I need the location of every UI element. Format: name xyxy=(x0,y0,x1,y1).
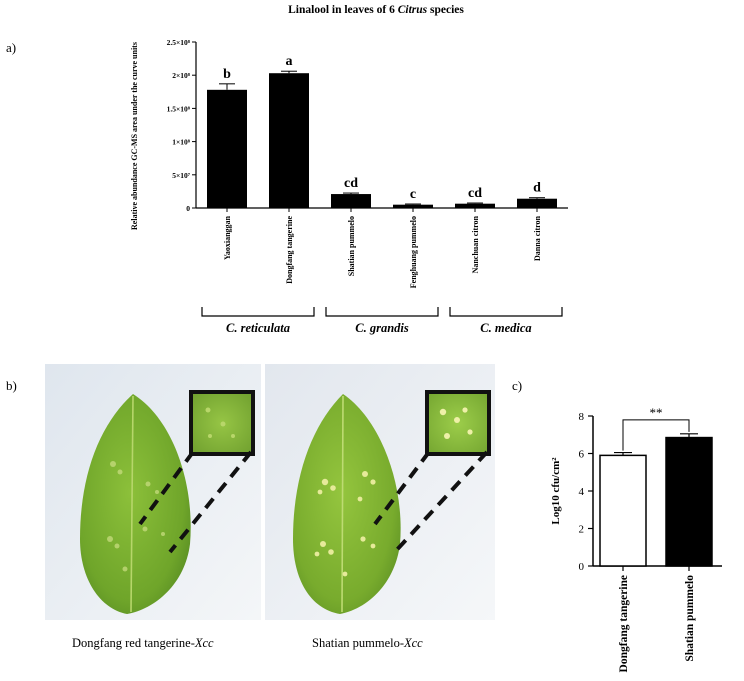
panel-label-b: b) xyxy=(6,378,17,393)
c-y-tick-label: 4 xyxy=(579,486,585,498)
bar-3 xyxy=(331,194,371,208)
x-tick-label: Nanchuan citron xyxy=(471,215,480,273)
dongfang-leaf-image xyxy=(45,364,261,620)
bar-6 xyxy=(517,198,557,208)
c-bar-2 xyxy=(665,436,713,567)
caption-dongfang: Dongfang red tangerine-Xcc xyxy=(72,636,214,650)
y-tick-label: 5×10⁷ xyxy=(172,171,191,180)
bar-1 xyxy=(207,89,247,208)
x-tick-label: Shatian pummelo xyxy=(347,216,356,276)
c-x-tick-label: Dongfang tangerine xyxy=(618,575,630,672)
c-y-tick-label: 0 xyxy=(579,561,585,573)
panel-label-a: a) xyxy=(6,40,17,55)
c-y-tick-label: 8 xyxy=(579,411,585,423)
caption-shatian: Shatian pummelo-Xcc xyxy=(312,636,423,650)
y-tick-label: 1.5×10⁸ xyxy=(167,104,191,113)
group-label: C. reticulata xyxy=(226,321,290,335)
y-tick-label: 1×10⁸ xyxy=(172,138,191,147)
log-cfu-bar-chart: 0 2 4 6 8 Log10 cfu/cm² Dongfang tangerine Shat… xyxy=(550,405,722,672)
c-bar-1 xyxy=(599,454,647,567)
bar-2 xyxy=(269,73,309,208)
group-label: C. grandis xyxy=(355,321,409,335)
y-tick-label: 2.5×10⁸ xyxy=(167,38,191,47)
bar-5 xyxy=(455,203,495,208)
x-tick-label: Dongfang tangerine xyxy=(285,216,294,284)
shatian-leaf-image xyxy=(265,364,495,620)
group-bracket xyxy=(449,307,563,317)
group-bracket xyxy=(325,307,439,317)
c-significance-bracket xyxy=(622,419,690,451)
c-ylabel: Log10 cfu/cm² xyxy=(550,457,562,525)
photo-shatian-leaf xyxy=(265,364,495,620)
c-significance-label: ** xyxy=(650,405,663,420)
linalool-bar-chart: Linalool in leaves of 6 Citrus species R… xyxy=(130,4,568,335)
group-bracket xyxy=(201,307,315,317)
significance-label: cd xyxy=(468,186,482,201)
significance-label: a xyxy=(286,54,293,69)
significance-label: c xyxy=(410,187,416,202)
significance-label: b xyxy=(223,67,231,82)
c-y-tick-label: 6 xyxy=(579,449,585,461)
significance-label: cd xyxy=(344,176,358,191)
bar-4 xyxy=(393,204,433,208)
chart-a-ylabel: Relative abundance GC-MS area under the … xyxy=(130,42,139,230)
y-tick-label: 2×10⁸ xyxy=(172,71,191,80)
chart-a-title: Linalool in leaves of 6 Citrus species xyxy=(288,4,464,16)
significance-label: d xyxy=(533,181,541,196)
group-label: C. medica xyxy=(480,321,531,335)
c-x-tick-label: Shatian pummelo xyxy=(684,575,696,662)
panel-label-c: c) xyxy=(512,378,523,393)
x-tick-label: Danna citron xyxy=(533,215,542,261)
photo-dongfang-leaf xyxy=(45,364,261,620)
x-tick-label: Yaoxianggan xyxy=(223,215,232,260)
y-tick-label: 0 xyxy=(186,204,190,213)
x-tick-label: Fenghuang pummelo xyxy=(409,216,418,288)
c-y-tick-label: 2 xyxy=(579,524,585,536)
